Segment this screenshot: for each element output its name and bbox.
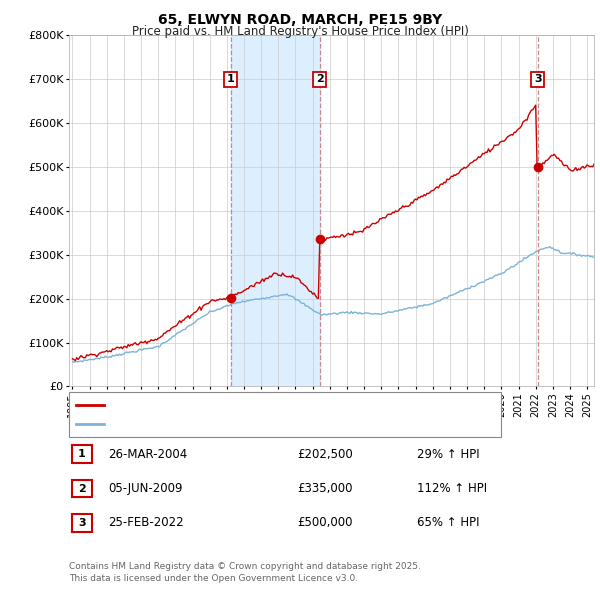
Text: £335,000: £335,000 xyxy=(297,482,353,495)
Text: 2: 2 xyxy=(316,74,324,84)
Bar xyxy=(230,35,320,386)
Text: Contains HM Land Registry data © Crown copyright and database right 2025.
This d: Contains HM Land Registry data © Crown c… xyxy=(69,562,421,583)
Text: £500,000: £500,000 xyxy=(297,516,353,529)
Text: 25-FEB-2022: 25-FEB-2022 xyxy=(108,516,184,529)
Text: 1: 1 xyxy=(78,450,86,459)
Text: 2: 2 xyxy=(78,484,86,493)
Text: HPI: Average price, detached house, Fenland: HPI: Average price, detached house, Fenl… xyxy=(110,419,344,429)
Text: Price paid vs. HM Land Registry's House Price Index (HPI): Price paid vs. HM Land Registry's House … xyxy=(131,25,469,38)
Text: 1: 1 xyxy=(227,74,235,84)
Text: 26-MAR-2004: 26-MAR-2004 xyxy=(108,448,187,461)
Text: £202,500: £202,500 xyxy=(297,448,353,461)
Text: 65, ELWYN ROAD, MARCH, PE15 9BY: 65, ELWYN ROAD, MARCH, PE15 9BY xyxy=(158,13,442,27)
Text: 65, ELWYN ROAD, MARCH, PE15 9BY (detached house): 65, ELWYN ROAD, MARCH, PE15 9BY (detache… xyxy=(110,400,394,409)
Text: 3: 3 xyxy=(534,74,542,84)
Text: 05-JUN-2009: 05-JUN-2009 xyxy=(108,482,182,495)
Text: 29% ↑ HPI: 29% ↑ HPI xyxy=(417,448,479,461)
Text: 112% ↑ HPI: 112% ↑ HPI xyxy=(417,482,487,495)
Text: 3: 3 xyxy=(78,518,86,527)
Text: 65% ↑ HPI: 65% ↑ HPI xyxy=(417,516,479,529)
